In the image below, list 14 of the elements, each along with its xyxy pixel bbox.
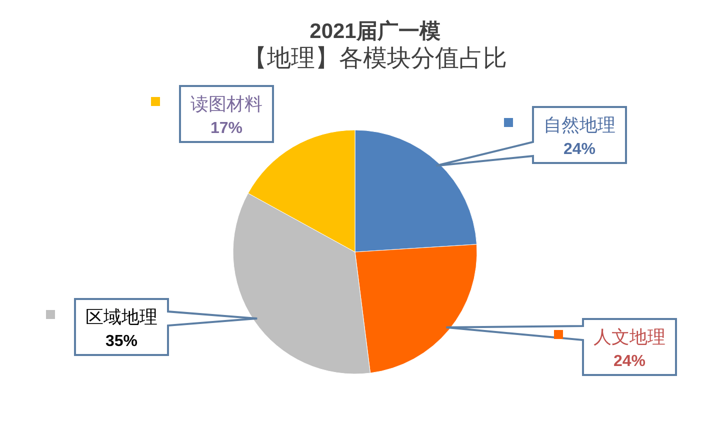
chart-subtitle: 【地理】各模块分值占比: [243, 46, 507, 72]
data-label: 24%: [613, 353, 646, 370]
data-label: 17%: [210, 120, 243, 137]
legend-label: 人文地理: [594, 327, 666, 347]
label: 区域地理 35%: [46, 298, 258, 356]
legend-label: 区域地理: [86, 307, 158, 327]
label: 自然地理 24%: [435, 106, 627, 167]
legend-label: 自然地理: [544, 115, 616, 135]
data-label: 35%: [105, 333, 138, 350]
label: 读图材料 17%: [151, 85, 274, 143]
legend-label: 读图材料: [190, 94, 262, 114]
label: 人文地理 24%: [445, 318, 677, 376]
chart-title: 2021届广一模: [310, 19, 440, 43]
data-label: 24%: [563, 141, 596, 158]
